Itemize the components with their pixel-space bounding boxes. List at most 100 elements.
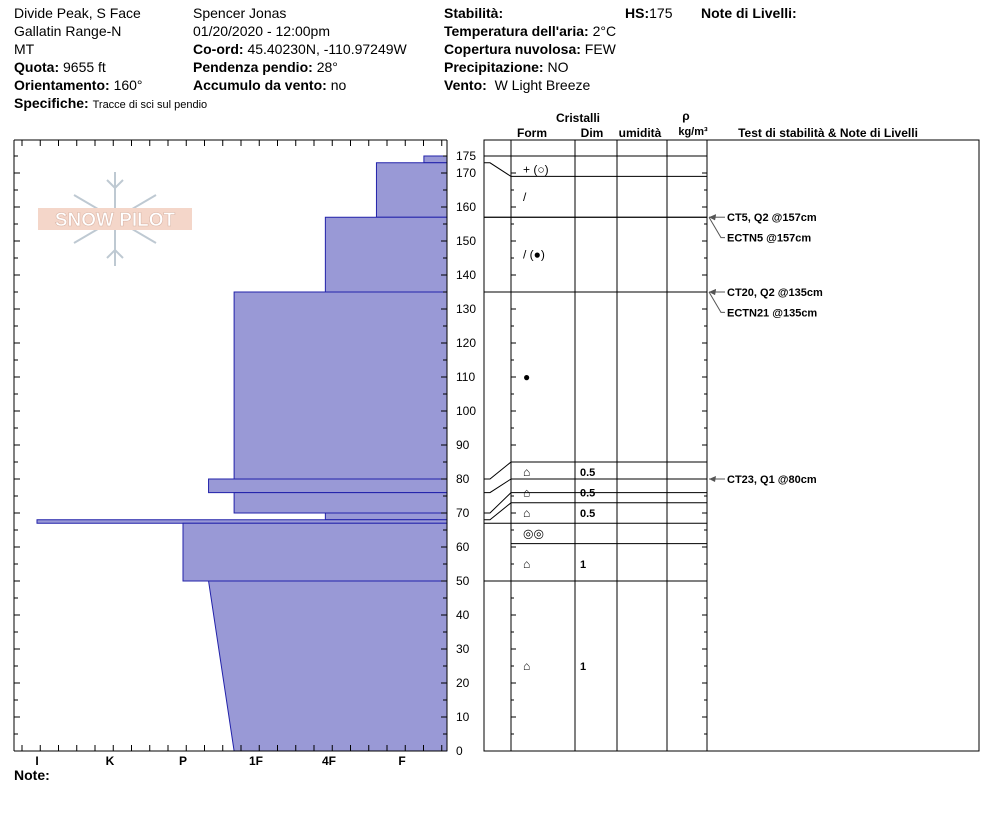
hardness-layer — [233, 492, 448, 514]
layer-connector — [484, 492, 512, 514]
crystal-size: 0.5 — [580, 488, 595, 500]
cloud-value: FEW — [584, 41, 616, 57]
coord-label: Co-ord: — [193, 41, 244, 57]
test-arrow-head — [709, 289, 716, 295]
hardness-layer — [423, 155, 448, 164]
state: MT — [14, 41, 35, 57]
height-tick-label: 140 — [456, 268, 476, 282]
test-arrow-head — [709, 476, 716, 482]
stability-test-label: CT23, Q1 @80cm — [727, 474, 817, 486]
size-header: Dim — [581, 126, 604, 140]
hardness-layer — [233, 291, 448, 480]
crystal-size: 1 — [580, 661, 586, 673]
crystal-form: ⌂ — [523, 465, 530, 479]
height-tick-label: 130 — [456, 302, 476, 316]
height-tick-label: 175 — [456, 149, 476, 163]
specifics-value: Tracce di sci sul pendio — [92, 99, 208, 111]
wind-row: Vento: W Light Breeze — [444, 76, 590, 94]
height-tick-label: 60 — [456, 540, 470, 554]
height-tick-label: 170 — [456, 166, 476, 180]
layer-notes-header: Note di Livelli: — [701, 4, 797, 22]
aspect-label: Orientamento: — [14, 77, 110, 93]
hs-value: 175 — [649, 5, 673, 21]
wind-loading-label: Accumulo da vento: — [193, 77, 327, 93]
datetime: 01/20/2020 - 12:00pm — [193, 23, 330, 39]
hardness-layer — [182, 522, 448, 582]
density-unit-header: kg/m³ — [678, 126, 708, 138]
crystal-form: ⌂ — [523, 506, 530, 520]
rho-header: ρ — [682, 109, 689, 123]
crystals-header: Cristalli — [556, 111, 600, 125]
height-tick-label: 120 — [456, 336, 476, 350]
hs-row: HS:175 — [625, 4, 672, 22]
precip-value: NO — [547, 59, 569, 75]
notes-label: Note: — [14, 767, 50, 783]
specifics-row: Specifiche: Tracce di sci sul pendio — [14, 94, 207, 114]
precip-label: Precipitazione: — [444, 59, 544, 75]
location: Divide Peak, S Face — [14, 5, 141, 21]
crystal-form: / (●) — [523, 248, 545, 262]
height-tick-label: 20 — [456, 676, 470, 690]
crystal-table: + (○) / / (●) ● ⌂ 0.5 ⌂ 0.5 ⌂ 0.5 ◎◎ ⌂ 1 ⌂ 1 CT5, Q2 @1… — [483, 139, 980, 752]
coord-value: 45.40230N, -110.97249W — [247, 41, 407, 57]
test-arrow-line — [708, 216, 725, 239]
coord-row: Co-ord: 45.40230N, -110.97249W — [193, 40, 407, 58]
stability-test-label: ECTN5 @157cm — [727, 233, 811, 245]
hardness-scale-label: F — [398, 754, 405, 768]
elevation-value: 9655 ft — [63, 59, 106, 75]
height-tick-label: 160 — [456, 200, 476, 214]
form-header: Form — [517, 126, 547, 140]
crystal-form: ⌂ — [523, 557, 530, 571]
slope-value: 28° — [316, 59, 338, 75]
crystal-form: + (○) — [523, 163, 549, 177]
hardness-scale-label: P — [179, 754, 187, 768]
stability-label: Stabilità: — [444, 5, 504, 21]
cloud-label: Copertura nuvolosa: — [444, 41, 581, 57]
aspect-value: 160° — [113, 77, 143, 93]
precip-row: Precipitazione: NO — [444, 58, 568, 76]
wind-loading-row: Accumulo da vento: no — [193, 76, 346, 94]
logo-text: SNOW PILOT — [55, 210, 176, 231]
table-frame — [483, 139, 980, 752]
hs-label: HS: — [625, 5, 650, 21]
layer-notes-label: Note di Livelli: — [701, 5, 797, 21]
crystal-size: 0.5 — [580, 467, 595, 479]
height-tick-label: 30 — [456, 642, 470, 656]
layer-connector — [484, 461, 512, 480]
cloud-row: Copertura nuvolosa: FEW — [444, 40, 616, 58]
stability-test-label: CT20, Q2 @135cm — [727, 287, 823, 299]
wind-loading-value: no — [330, 77, 347, 93]
slope-label: Pendenza pendio: — [193, 59, 313, 75]
crystal-size: 1 — [580, 559, 586, 571]
air-temp-value: 2°C — [592, 23, 617, 39]
layer-connector — [484, 502, 512, 521]
hardness-layer — [207, 580, 448, 752]
height-tick-label: 80 — [456, 472, 470, 486]
wind-label: Vento: — [444, 77, 487, 93]
height-tick-label: 0 — [456, 744, 463, 758]
hardness-layer — [208, 478, 448, 494]
snowpilot-logo: SNOW PILOT — [38, 172, 192, 266]
crystal-form: / — [523, 190, 527, 204]
layer-connector — [484, 478, 512, 494]
hardness-plot: 0 10 20 30 40 50 60 70 80 90 100 110 120 130 140 150 160… — [13, 139, 476, 768]
height-tick-label: 90 — [456, 438, 470, 452]
crystal-form: ◎◎ — [523, 526, 544, 540]
crystal-form: ⌂ — [523, 486, 530, 500]
height-tick-label: 40 — [456, 608, 470, 622]
hardness-scale-label: 4F — [322, 754, 336, 768]
height-tick-label: 70 — [456, 506, 470, 520]
layer-connector — [484, 162, 512, 177]
hardness-scale-label: 1F — [249, 754, 263, 768]
hardness-layer — [375, 162, 448, 218]
air-temp-label: Temperatura dell'aria: — [444, 23, 589, 39]
height-tick-label: 50 — [456, 574, 470, 588]
stability-test-label: ECTN21 @135cm — [727, 307, 817, 319]
aspect-row: Orientamento: 160° — [14, 76, 143, 94]
height-tick-label: 10 — [456, 710, 470, 724]
hardness-layer — [36, 519, 448, 524]
wetness-header: umidità — [619, 126, 662, 140]
elevation-row: Quota: 9655 ft — [14, 58, 106, 76]
hardness-scale-label: I — [35, 754, 38, 768]
